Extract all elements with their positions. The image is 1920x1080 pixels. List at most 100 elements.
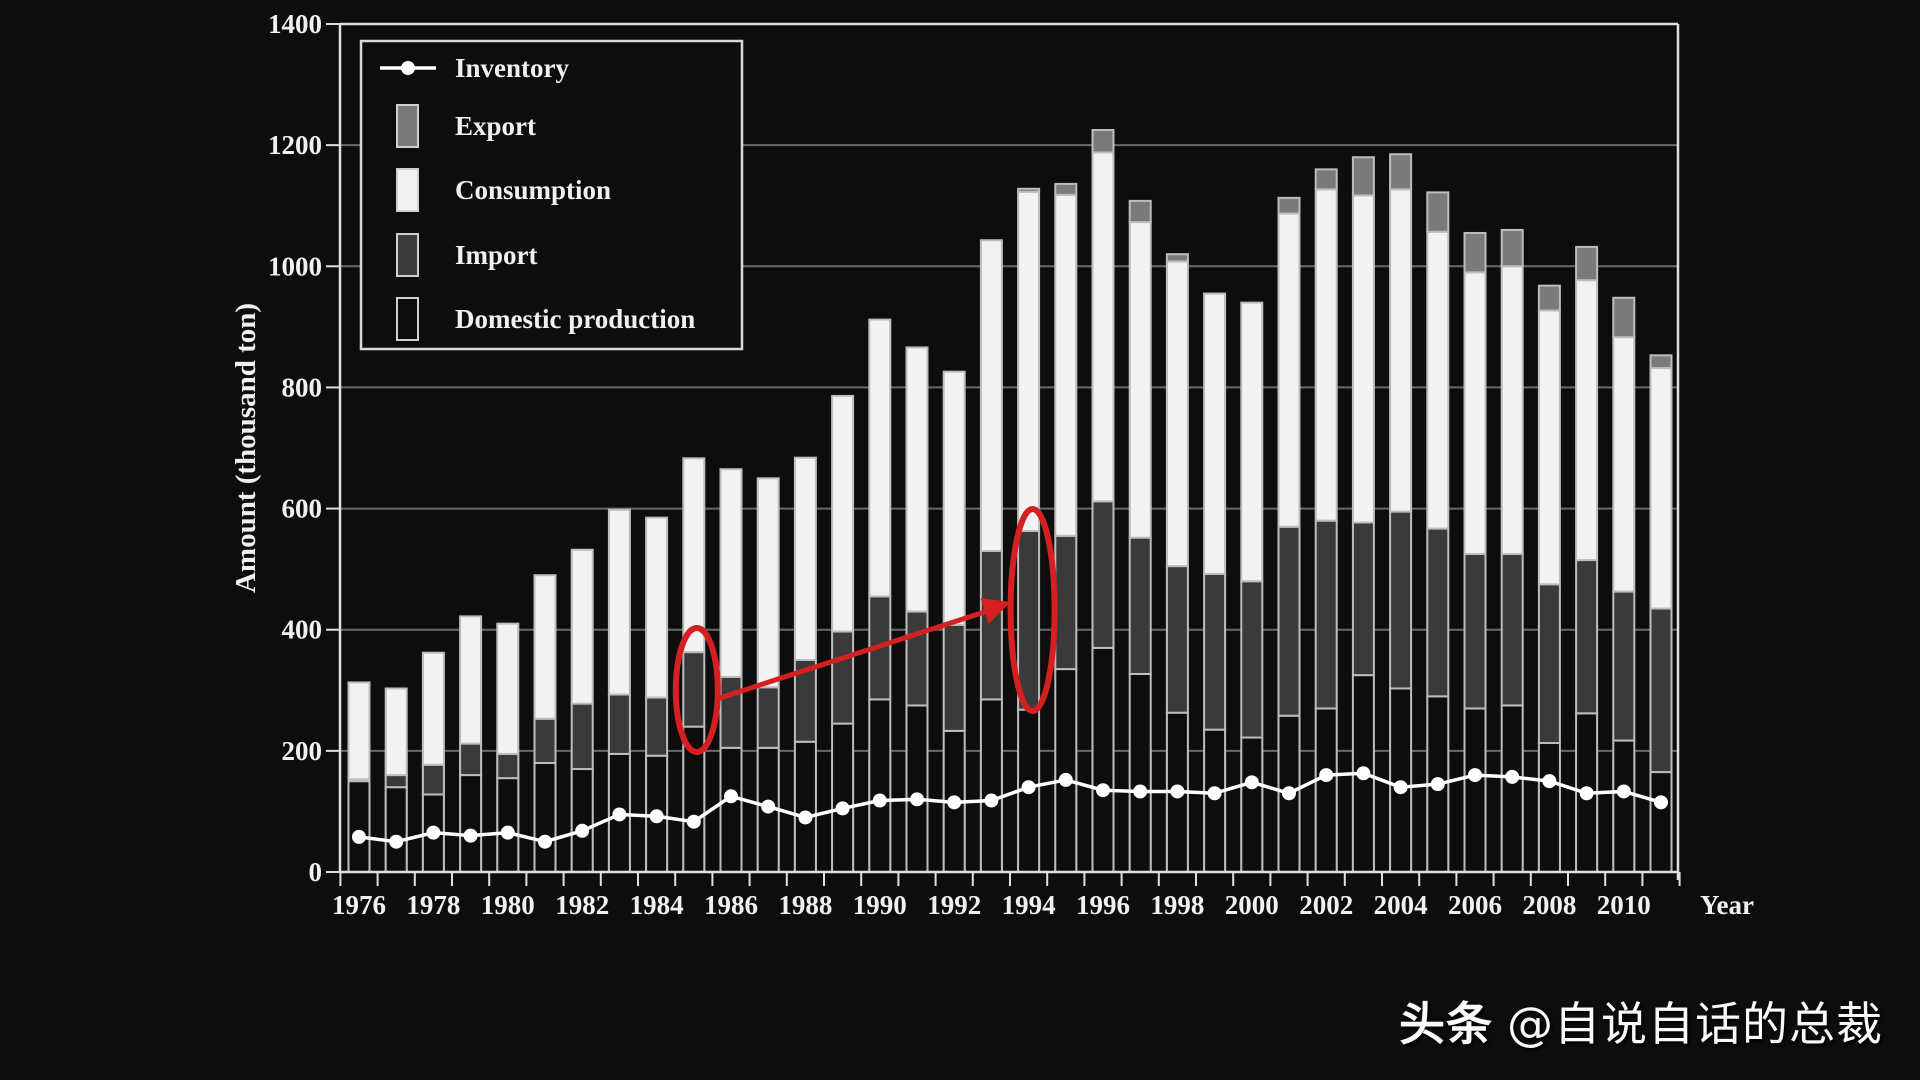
bar-segment-domestic-production [347, 780, 371, 874]
bar-segment-domestic-production [1054, 668, 1078, 873]
y-tick-label: 1200 [268, 130, 322, 160]
bar-segment-consumption [868, 318, 892, 598]
bar-segment-domestic-production [496, 777, 520, 873]
x-axis-ticks: 1976 1978 1980 1982 1984 1986 1988 1990 1992 1994… [332, 872, 1681, 920]
bar-segment-import [421, 763, 445, 796]
bar-segment-consumption [979, 239, 1003, 552]
x-tick-label: 1992 [927, 890, 981, 920]
bar-segment-consumption [1314, 188, 1338, 522]
x-tick-label: 2000 [1225, 890, 1279, 920]
bar-segment-export [1128, 199, 1152, 224]
inventory-point [910, 792, 924, 807]
bar-segment-import [533, 717, 557, 764]
inventory-point [1430, 777, 1445, 792]
bar-segment-domestic-production [793, 740, 817, 873]
bar-segment-export [1165, 253, 1189, 263]
annotation-ellipse-1994 [1007, 506, 1058, 714]
y-axis-ticks: 0 200 400 600 800 1000 1200 1400 [268, 9, 340, 887]
bar-segment-domestic-production [1091, 646, 1115, 874]
bar-segment-import [1649, 607, 1673, 774]
inventory-point [724, 789, 738, 804]
inventory-point [872, 793, 887, 808]
bar-segment-domestic-production [1203, 728, 1227, 874]
bar-segment-import [719, 675, 743, 749]
bar-segment-consumption [645, 516, 669, 699]
bar-segment-export [1575, 245, 1599, 282]
bar-segment-import [607, 693, 631, 755]
bar-segment-domestic-production [1500, 704, 1524, 874]
inventory-point [1616, 784, 1631, 799]
bar-segment-import [682, 651, 706, 728]
bar-segment-import [979, 549, 1003, 701]
x-tick-label: 2006 [1448, 890, 1502, 920]
bar-segment-consumption [1649, 367, 1673, 610]
legend-label: Domestic production [455, 304, 695, 334]
bar-segment-import [1054, 534, 1078, 671]
bar-segment-import [1314, 519, 1338, 710]
inventory-point [1170, 784, 1185, 799]
x-tick-label: 2008 [1522, 890, 1576, 920]
y-tick-label: 600 [282, 494, 323, 524]
bar-segment-import [942, 623, 966, 732]
bar-segment-domestic-production [719, 746, 743, 873]
bar-segment-export [1426, 191, 1450, 233]
inventory-point [500, 825, 515, 840]
inventory-point [1505, 769, 1520, 784]
inventory-point [1654, 795, 1668, 810]
bar-segment-export [1351, 156, 1375, 197]
bar-segment-import [384, 774, 408, 789]
inventory-point [1393, 780, 1408, 795]
bar-segment-import [831, 630, 855, 725]
x-tick-label: 2010 [1597, 890, 1651, 920]
annotation-arrow-shaft [719, 607, 992, 701]
bar-segment-domestic-production [1240, 736, 1264, 873]
y-tick-label: 1000 [268, 251, 322, 281]
bar-segment-consumption [1389, 188, 1413, 513]
inventory-line [352, 766, 1668, 849]
bar-segment-export [1537, 284, 1561, 312]
bar-segment-consumption [1091, 151, 1115, 503]
bar-segment-import [459, 742, 483, 777]
legend-swatch-icon [396, 104, 419, 148]
legend-swatch-icon [396, 233, 419, 277]
x-axis-label: Year [1700, 890, 1754, 920]
x-tick-label: 2004 [1374, 890, 1428, 920]
annotation-ellipse-1985 [672, 625, 721, 755]
x-tick-label: 1996 [1076, 890, 1130, 920]
inventory-point [352, 829, 366, 844]
bar-segment-consumption [570, 548, 594, 705]
inventory-point [1058, 772, 1073, 787]
bar-segment-import [1240, 580, 1264, 739]
bar-segment-consumption [1277, 212, 1301, 528]
bar-segment-import [570, 702, 594, 771]
bar-segment-consumption [1426, 230, 1450, 530]
bar-segment-consumption [719, 468, 743, 678]
bar-segment-consumption [1017, 190, 1041, 532]
bar-segment-import [1351, 521, 1375, 677]
x-tick-label: 1982 [555, 890, 609, 920]
inventory-point [538, 834, 552, 849]
inventory-point [1096, 783, 1110, 798]
bar-segment-consumption [496, 622, 520, 755]
bar-segment-import [1463, 553, 1487, 710]
bar-segment-consumption [533, 574, 557, 720]
bar-segment-domestic-production [459, 774, 483, 873]
bar-segment-import [1165, 565, 1189, 714]
inventory-point [1282, 786, 1296, 801]
bar-segment-domestic-production [1314, 707, 1338, 874]
y-tick-label: 1400 [268, 9, 322, 39]
y-tick-label: 200 [282, 736, 323, 766]
bar-segment-consumption [1537, 309, 1561, 586]
watermark-handle: @自说自话的总裁 [1507, 997, 1883, 1051]
x-tick-label: 1980 [481, 890, 535, 920]
bar-segment-consumption [1203, 292, 1227, 575]
bar-segment-import [1203, 572, 1227, 731]
bar-segment-consumption [793, 456, 817, 662]
legend-box [359, 39, 744, 351]
bar-segment-consumption [1054, 193, 1078, 537]
bar-segment-domestic-production [570, 768, 594, 873]
y-tick-label: 0 [309, 857, 323, 887]
bar-segment-import [1537, 583, 1561, 744]
bar-segment-consumption [384, 687, 408, 777]
watermark: 头条 @自说自话的总裁 [1399, 988, 1883, 1054]
